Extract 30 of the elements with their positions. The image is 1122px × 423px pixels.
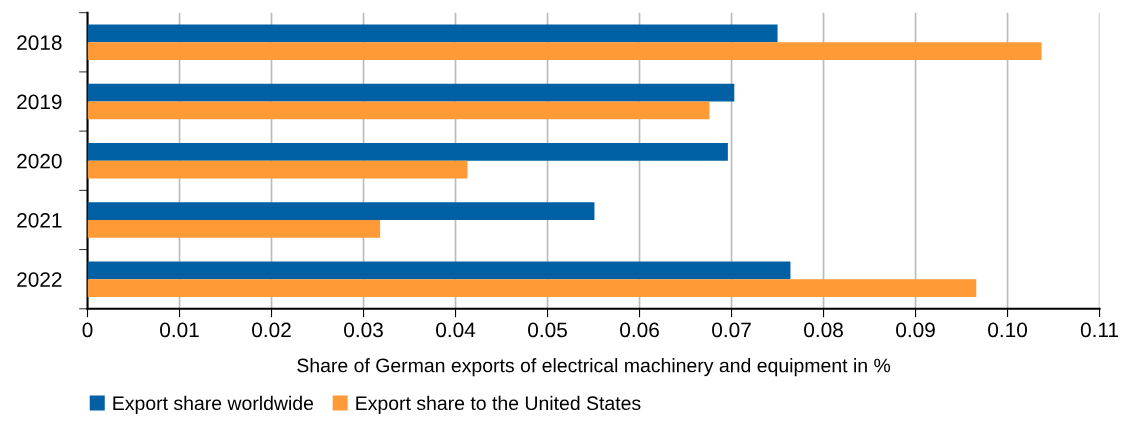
bar <box>87 83 735 102</box>
x-axis-title: Share of German exports of electrical machinery and equipment in % <box>297 358 891 377</box>
bar <box>87 42 1042 61</box>
bar <box>87 101 710 120</box>
bar <box>87 202 595 220</box>
y-tick-label: 2022 <box>17 272 62 287</box>
legend-label: Export share to the United States <box>356 395 641 414</box>
legend-label: Export share worldwide <box>113 395 314 414</box>
x-tick-label: 0 <box>82 322 93 338</box>
x-tick-label: 0.10 <box>988 322 1028 338</box>
x-tick-label: 0.01 <box>160 322 199 338</box>
bar <box>87 219 381 238</box>
y-tick-label: 2020 <box>17 153 62 169</box>
x-tick-label: 0.02 <box>252 322 291 338</box>
x-tick-label: 0.04 <box>436 322 476 338</box>
bar <box>87 24 778 43</box>
bar <box>87 279 977 297</box>
y-tick-label: 2018 <box>17 35 62 51</box>
x-tick-label: 0.08 <box>804 322 843 338</box>
x-tick-label: 0.11 <box>1080 322 1119 338</box>
y-tick-label: 2019 <box>17 94 62 110</box>
x-tick-label: 0.06 <box>620 322 659 338</box>
x-tick-label: 0.07 <box>712 322 751 338</box>
bar <box>87 142 728 161</box>
y-tick-label: 2021 <box>17 212 62 228</box>
x-tick-label: 0.05 <box>528 322 567 338</box>
x-tick-label: 0.03 <box>344 322 383 338</box>
bar <box>87 261 791 280</box>
bar <box>87 160 468 179</box>
x-tick-label: 0.09 <box>896 322 935 338</box>
